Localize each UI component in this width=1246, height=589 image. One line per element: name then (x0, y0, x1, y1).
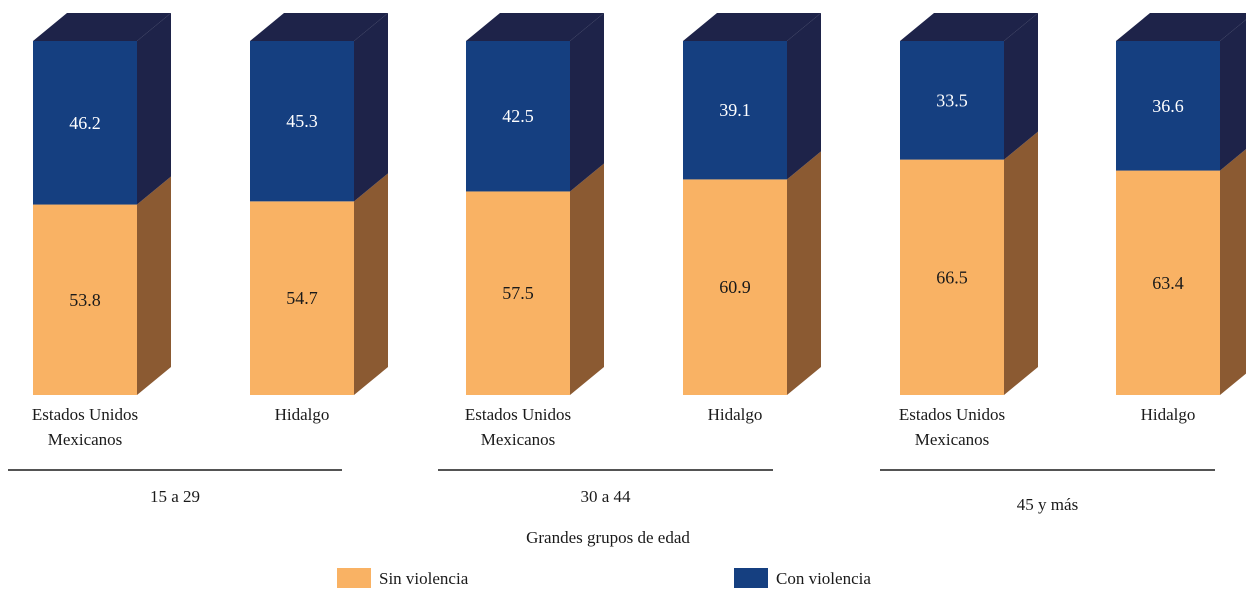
bar-sin-violencia-side (570, 163, 604, 395)
data-label-con-violencia: 46.2 (69, 113, 101, 133)
bar-sin-violencia-front (683, 179, 787, 395)
data-label-sin-violencia: 57.5 (502, 283, 534, 303)
group-label: 15 a 29 (150, 487, 200, 506)
legend-label: Con violencia (776, 569, 871, 588)
bar-con-violencia-front (33, 41, 137, 205)
bar-con-violencia-side (570, 13, 604, 192)
bar-con-violencia-side (354, 13, 388, 202)
category-label: Mexicanos (481, 430, 556, 449)
labels-layer: 46.2 53.8 Estados Unidos Mexicanos 45.3 54.7 H… (8, 90, 1215, 514)
category-label: Hidalgo (275, 405, 330, 424)
data-label-sin-violencia: 54.7 (286, 288, 318, 308)
category-label: Mexicanos (48, 430, 123, 449)
bar-top-face (466, 13, 604, 41)
bar-sin-violencia-front (250, 201, 354, 395)
bar-sin-violencia-front (900, 159, 1004, 395)
bar-sin-violencia-side (137, 176, 171, 395)
bar-con-violencia-front (466, 41, 570, 192)
data-label-sin-violencia: 60.9 (719, 277, 751, 297)
bar-con-violencia-front (1116, 41, 1220, 171)
data-label-con-violencia: 42.5 (502, 106, 534, 126)
bar-top-face (1116, 13, 1246, 41)
category-label: Mexicanos (915, 430, 990, 449)
bar-con-violencia-front (900, 41, 1004, 160)
data-label-sin-violencia: 53.8 (69, 290, 101, 310)
x-axis-title: Grandes grupos de edad (526, 528, 690, 547)
bar-top-face (683, 13, 821, 41)
category-label: Estados Unidos (899, 405, 1005, 424)
bar-con-violencia-front (250, 41, 354, 202)
data-label-con-violencia: 33.5 (936, 90, 968, 110)
legend-swatch (734, 568, 768, 588)
bar-con-violencia-front (683, 41, 787, 180)
bar-con-violencia-side (787, 13, 821, 180)
category-label: Estados Unidos (465, 405, 571, 424)
group-label: 45 y más (1017, 495, 1078, 514)
bar-sin-violencia-front (466, 191, 570, 395)
data-label-con-violencia: 36.6 (1152, 96, 1184, 116)
category-label: Hidalgo (1141, 405, 1196, 424)
bar-con-violencia-side (1220, 19, 1246, 171)
legend-swatch (337, 568, 371, 588)
category-label: Estados Unidos (32, 405, 138, 424)
bar-sin-violencia-side (354, 173, 388, 395)
group-label: 30 a 44 (580, 487, 631, 506)
data-label-sin-violencia: 66.5 (936, 267, 968, 287)
bar-top-face (33, 13, 171, 41)
data-label-con-violencia: 45.3 (286, 111, 318, 131)
legend: Sin violencia Con violencia (337, 568, 871, 588)
bar-sin-violencia-front (1116, 170, 1220, 395)
data-label-sin-violencia: 63.4 (1152, 273, 1184, 293)
bar-sin-violencia-side (1220, 149, 1246, 395)
bar-con-violencia-side (1004, 13, 1038, 160)
bar-top-face (250, 13, 388, 41)
data-label-con-violencia: 39.1 (719, 100, 751, 120)
bar-sin-violencia-side (787, 151, 821, 395)
bar-sin-violencia-side (1004, 131, 1038, 395)
category-label: Hidalgo (708, 405, 763, 424)
legend-label: Sin violencia (379, 569, 469, 588)
bar-top-face (900, 13, 1038, 41)
bar-sin-violencia-front (33, 204, 137, 395)
bars-layer (33, 13, 1246, 395)
bar-con-violencia-side (137, 13, 171, 205)
